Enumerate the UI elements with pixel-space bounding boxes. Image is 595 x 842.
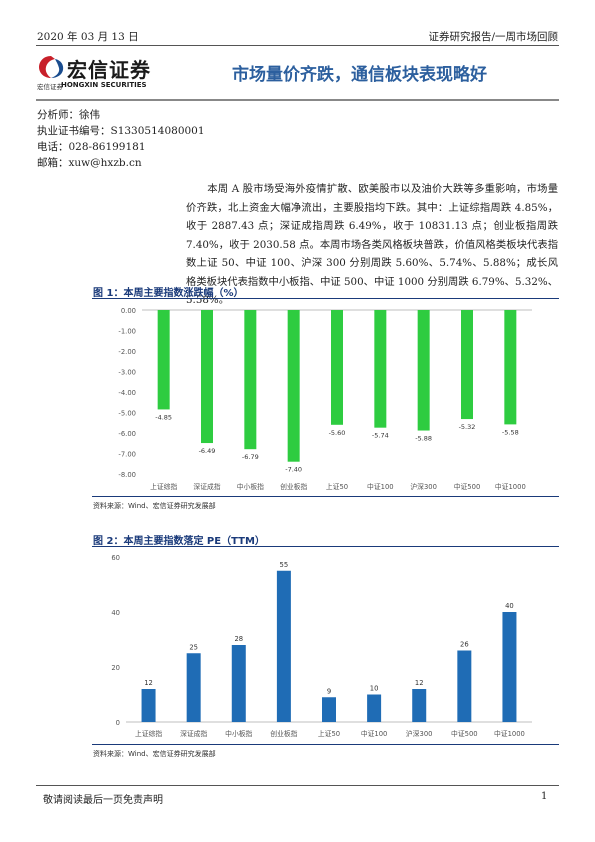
- footer-disclaimer[interactable]: 敬请阅读最后一页免责声明: [43, 795, 163, 806]
- bar: [417, 310, 430, 431]
- bar: [322, 697, 336, 722]
- data-label: -5.88: [415, 435, 432, 443]
- title-divider: [36, 99, 559, 101]
- y-tick-label: -7.00: [118, 451, 136, 459]
- data-label: 12: [415, 679, 424, 687]
- y-tick-label: -2.00: [118, 348, 136, 356]
- chart2-pe-bars: 0 20 40 60 12 上证综指 25 深证成指 28 中小板指 55 创业板指 9 上证50 10 中证…: [111, 554, 532, 738]
- bar: [201, 310, 213, 444]
- summary-text: 本周 A 股市场受海外疫情扩散、欧美股市以及油价大跌等多重影响，市场量价齐跌，北…: [186, 183, 558, 306]
- data-label: -5.60: [329, 429, 346, 437]
- x-tick-label: 深证成指: [193, 482, 220, 491]
- figure2-source: 资料来源：Wind、宏信证券研究发展部: [93, 750, 216, 758]
- figure2-caption: 图 2：本周主要指数落定 PE（TTM）: [93, 536, 265, 547]
- figure1-bottom-rule: [92, 496, 559, 497]
- footer-divider: [36, 785, 559, 786]
- x-tick-label: 创业板指: [280, 482, 307, 491]
- y-tick-label: 0: [116, 719, 120, 727]
- page-title: 市场量价齐跌，通信板块表现略好: [232, 65, 487, 85]
- analyst-name: 分析师：徐伟: [37, 109, 100, 121]
- figure1-source: 资料来源：Wind、宏信证券研究发展部: [93, 502, 216, 510]
- data-label: 26: [460, 641, 469, 649]
- logo-name-cn-small: 宏信证券: [37, 83, 63, 91]
- analyst-email[interactable]: 邮箱：xuw@hxzb.cn: [37, 157, 142, 169]
- data-label: -5.32: [459, 423, 476, 431]
- summary-paragraph: 本周 A 股市场受海外疫情扩散、欧美股市以及油价大跌等多重影响，市场量价齐跌，北…: [186, 180, 558, 310]
- header-divider: [36, 45, 559, 46]
- figure2-bottom-rule: [92, 744, 559, 745]
- data-label: 9: [327, 687, 331, 695]
- bar: [244, 310, 257, 450]
- page-number: 1: [541, 791, 548, 802]
- x-tick-label: 中小板指: [225, 729, 252, 738]
- bar: [141, 689, 156, 722]
- x-tick-label: 沪深300: [406, 729, 433, 738]
- company-logo: 宏信证券 宏信证券 HONGXIN SECURITIES: [37, 54, 162, 94]
- x-tick-label: 深证成指: [180, 729, 207, 738]
- x-tick-label: 中证1000: [495, 482, 526, 491]
- bar: [374, 310, 387, 428]
- y-tick-label: -1.00: [118, 328, 136, 336]
- y-tick-label: 20: [111, 664, 120, 672]
- bar: [412, 689, 427, 722]
- data-label: -5.58: [502, 428, 519, 436]
- x-tick-label: 上证综指: [135, 729, 162, 738]
- bar: [502, 612, 517, 722]
- bar: [367, 694, 382, 722]
- data-label: 40: [505, 602, 514, 610]
- y-tick-label: -8.00: [118, 471, 136, 479]
- bar: [461, 310, 473, 420]
- analyst-phone: 电话：028-86199181: [37, 141, 146, 153]
- logo-name-cn: 宏信证券: [67, 58, 151, 82]
- data-label: 25: [189, 643, 198, 651]
- data-label: 28: [234, 635, 243, 643]
- x-tick-label: 中证1000: [494, 729, 525, 738]
- x-tick-label: 上证50: [318, 729, 340, 738]
- bar: [287, 310, 300, 462]
- logo-mark-icon: [39, 56, 64, 78]
- y-tick-label: -6.00: [118, 430, 136, 438]
- data-label: -4.85: [155, 413, 172, 421]
- analyst-license: 执业证书编号：S1330514080001: [37, 125, 205, 137]
- bar: [276, 570, 291, 722]
- x-tick-label: 沪深300: [410, 482, 437, 491]
- chart1-change-bars: 0.00 -1.00 -2.00 -3.00 -4.00 -5.00 -6.00 -7.00 -…: [118, 307, 532, 491]
- bar: [457, 650, 472, 722]
- y-tick-label: 0.00: [121, 307, 136, 315]
- data-label: -7.40: [285, 466, 302, 474]
- x-tick-label: 中证100: [367, 482, 394, 491]
- x-tick-label: 中证500: [451, 729, 478, 738]
- y-tick-label: 60: [111, 554, 120, 562]
- x-tick-label: 上证综指: [150, 482, 177, 491]
- figure1-top-rule: [92, 298, 559, 299]
- data-label: 12: [144, 679, 153, 687]
- report-date: 2020 年 03 月 13 日: [37, 31, 139, 43]
- data-label: 55: [280, 561, 289, 569]
- figure2-top-rule: [92, 546, 559, 547]
- bar: [231, 645, 246, 722]
- figure1-caption: 图 1：本周主要指数涨跌幅（%）: [93, 288, 244, 299]
- x-tick-label: 中证100: [361, 729, 388, 738]
- data-label: -6.79: [242, 453, 259, 461]
- y-tick-label: 40: [111, 609, 120, 617]
- bar: [504, 310, 517, 425]
- logo-name-en: HONGXIN SECURITIES: [61, 81, 147, 89]
- data-label: 10: [370, 685, 379, 693]
- x-tick-label: 创业板指: [270, 729, 297, 738]
- data-label: -5.74: [372, 432, 389, 440]
- data-label: -6.49: [199, 447, 216, 455]
- bar: [157, 310, 170, 410]
- x-tick-label: 中小板指: [237, 482, 264, 491]
- y-tick-label: -3.00: [118, 369, 136, 377]
- report-type: 证券研究报告/一周市场回顾: [428, 31, 558, 43]
- bar: [186, 653, 201, 722]
- bar: [331, 310, 343, 425]
- y-tick-label: -5.00: [118, 410, 136, 418]
- x-tick-label: 中证500: [454, 482, 481, 491]
- x-tick-label: 上证50: [326, 482, 348, 491]
- y-tick-label: -4.00: [118, 389, 136, 397]
